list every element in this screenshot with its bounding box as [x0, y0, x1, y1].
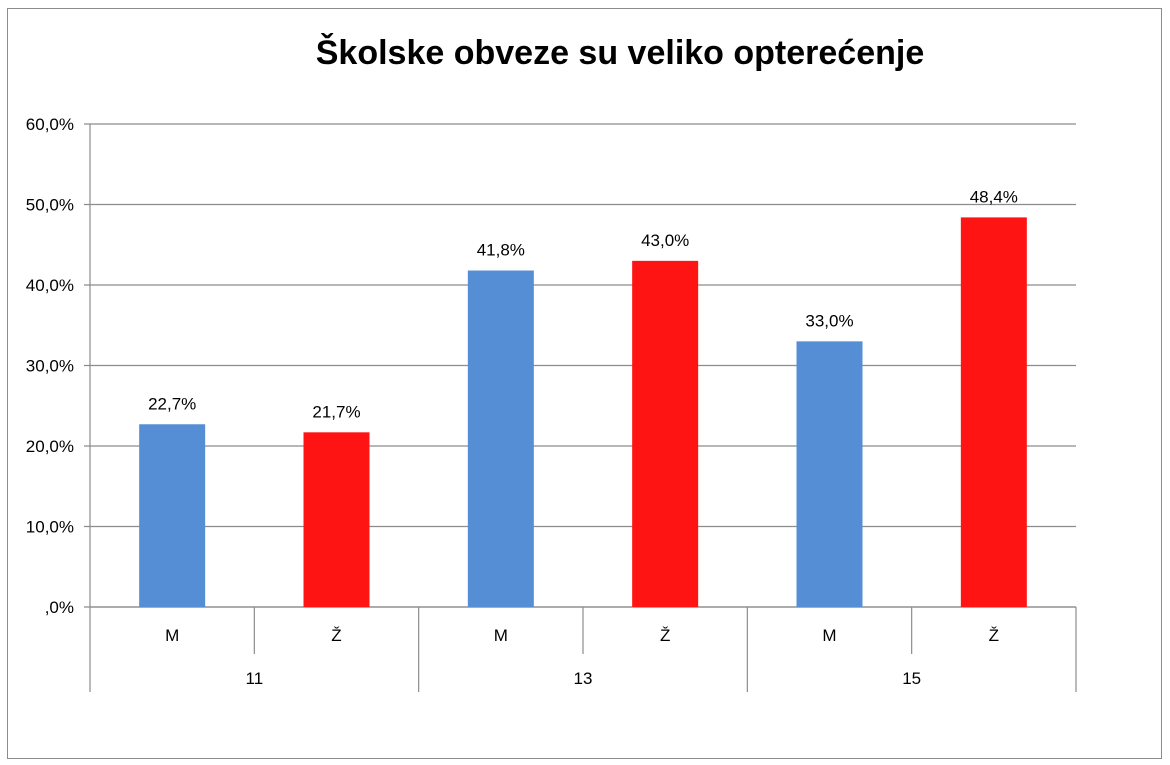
x-category-label: M [494, 626, 508, 645]
y-tick-label: 30,0% [26, 357, 74, 376]
y-tick-label: 20,0% [26, 437, 74, 456]
y-tick-label: ,0% [45, 598, 74, 617]
x-group-label: 15 [902, 669, 921, 688]
y-tick-label: 10,0% [26, 518, 74, 537]
data-labels: 22,7% 21,7% 41,8% 43,0% 33,0% 48,4% [148, 187, 1018, 421]
bar-15-m [796, 341, 863, 607]
data-label: 22,7% [148, 394, 196, 413]
data-label: 41,8% [477, 241, 525, 260]
x-category-label: M [165, 626, 179, 645]
data-label: 21,7% [312, 402, 360, 421]
bar-13-z [632, 260, 699, 607]
bar-15-z [960, 217, 1027, 607]
x-category-label: Ž [660, 626, 670, 645]
x-group-label: 11 [246, 669, 264, 688]
data-label: 48,4% [970, 187, 1018, 206]
data-label: 43,0% [641, 231, 689, 250]
bar-13-m [467, 270, 534, 607]
bar-11-z [303, 432, 370, 607]
gridlines [84, 123, 1076, 608]
data-label: 33,0% [805, 311, 853, 330]
x-group-label: 13 [574, 669, 593, 688]
x-axis: M Ž 11 M Ž 13 M Ž 15 [89, 606, 1077, 692]
x-category-label: M [822, 626, 836, 645]
y-tick-label: 40,0% [26, 276, 74, 295]
y-axis: ,0% 10,0% 20,0% 30,0% 40,0% 50,0% 60,0% [26, 115, 91, 617]
bar-11-m [139, 424, 206, 607]
y-tick-label: 60,0% [26, 115, 74, 134]
y-tick-label: 50,0% [26, 196, 74, 215]
x-category-label: Ž [989, 626, 999, 645]
bars [139, 217, 1027, 607]
chart-title: Školske obveze su veliko opterećenje [316, 33, 925, 72]
x-category-label: Ž [331, 626, 341, 645]
